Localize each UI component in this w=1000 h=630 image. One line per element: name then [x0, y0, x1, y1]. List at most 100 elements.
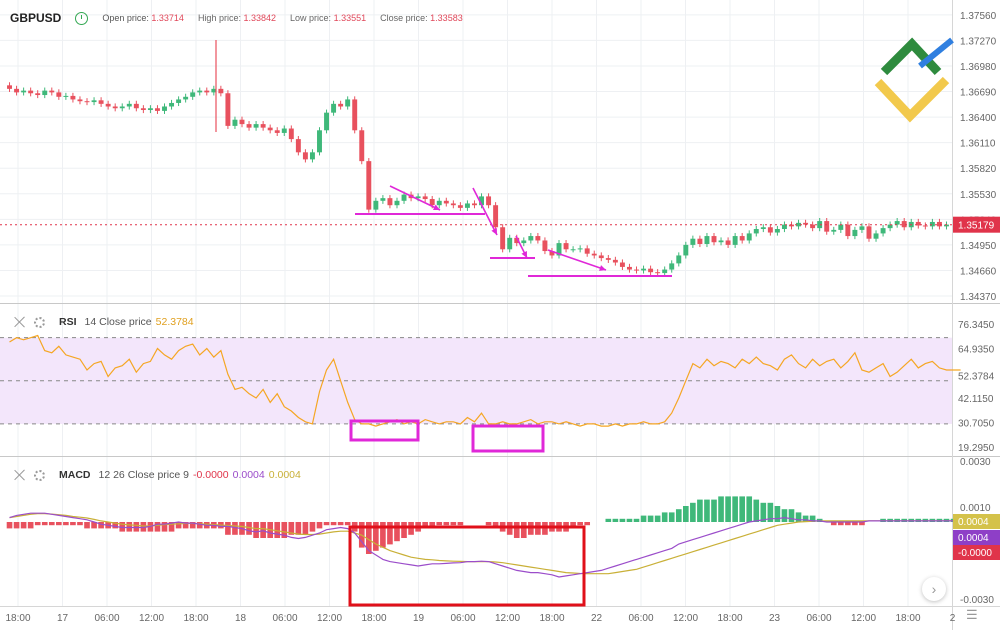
macd-histogram-bar [422, 522, 428, 529]
macd-histogram-bar [668, 512, 675, 522]
candle-body [669, 263, 675, 270]
signal-value-badge [953, 514, 1000, 529]
candle-body [598, 255, 604, 259]
candle-body [56, 92, 62, 97]
price-tick-label: 1.35530 [960, 190, 997, 201]
macd-histogram-bar [373, 522, 379, 551]
rsi-line [9, 334, 961, 427]
rsi-name: RSI [59, 316, 77, 328]
macd-histogram-bar [443, 522, 450, 526]
x-tick-label: 12:00 [317, 613, 342, 624]
candle-body [225, 93, 231, 126]
candle-body [401, 194, 407, 201]
price-tick-label: 1.35820 [960, 164, 997, 175]
candle-body [655, 272, 661, 274]
x-tick-label: 19 [413, 613, 425, 624]
candle-body [105, 103, 111, 107]
macd-histogram-bar [175, 522, 182, 529]
macd-histogram-bar [746, 496, 753, 522]
candle-body [133, 103, 139, 109]
macd-histogram-bar [605, 518, 612, 522]
macd-tick-label: 0.0010 [960, 503, 991, 514]
rsi-highlight-box [349, 419, 420, 442]
candle-body [415, 196, 421, 199]
trend-arrow [389, 185, 441, 211]
candle-body [732, 236, 738, 245]
macd-histogram-bar [34, 522, 41, 526]
last-price-badge [953, 216, 1000, 233]
candle-body [641, 268, 647, 271]
macd-histogram-bar [845, 522, 851, 526]
candle-body [380, 198, 386, 201]
hist-value-badge [953, 545, 1000, 560]
candle-body [42, 90, 48, 96]
macd-histogram-bar [27, 522, 34, 529]
candle-body [845, 224, 851, 237]
macd-name: MACD [59, 469, 91, 481]
candle-body [169, 102, 175, 107]
macd-histogram-bar [13, 522, 20, 529]
logo-stroke [874, 76, 950, 123]
candle-body [781, 224, 787, 230]
candle-body [331, 103, 337, 113]
candle-body [232, 119, 238, 126]
candle-body [218, 88, 224, 94]
candle-body [493, 205, 499, 228]
candle-body [429, 199, 435, 206]
candle-body [683, 244, 689, 256]
clock-icon[interactable] [75, 11, 89, 25]
arrow-head [491, 228, 497, 235]
candle-body [824, 221, 830, 232]
macd-histogram-bar [732, 496, 738, 522]
macd-gear-icon[interactable] [34, 469, 45, 481]
candle-body [549, 251, 555, 256]
scroll-right-icon[interactable]: › [922, 577, 946, 601]
low-label: Low price: [290, 13, 332, 23]
candle-body [634, 269, 639, 271]
symbol-name[interactable]: GBPUSD [10, 11, 62, 25]
candle-body [317, 130, 322, 153]
macd-histogram-bar [380, 522, 386, 548]
macd-histogram-bar [704, 499, 710, 522]
candle-body [753, 229, 759, 234]
macd-close-icon[interactable] [14, 469, 26, 481]
macd-histogram-bar [781, 509, 788, 522]
macd-histogram-bar [246, 522, 252, 535]
candle-body [796, 222, 802, 227]
macd-histogram-bar [450, 522, 457, 526]
candle-body [880, 228, 886, 234]
candle-body [190, 92, 196, 97]
candle-body [542, 240, 548, 252]
candle-body [302, 152, 308, 160]
candle-body [253, 124, 259, 128]
macd-histogram-bar [640, 515, 647, 522]
rsi-close-icon[interactable] [14, 316, 26, 328]
settings-icon[interactable]: ☰ [966, 607, 978, 622]
high-value: 1.33842 [243, 13, 277, 23]
macd-histogram-bar [20, 522, 27, 529]
candle-body [704, 236, 710, 244]
macd-histogram-bar [330, 522, 337, 526]
x-tick-label: 12:00 [673, 613, 698, 624]
rsi-gear-icon[interactable] [34, 316, 45, 328]
candle-body [725, 240, 731, 245]
x-tick-label: 18:00 [895, 613, 920, 624]
candle-body [147, 108, 153, 111]
price-tick-label: 1.34660 [960, 266, 997, 277]
macd-histogram-bar [168, 522, 175, 532]
candle-body [739, 236, 745, 241]
macd-histogram-bar [570, 522, 576, 529]
candle-body [591, 253, 597, 256]
candle-body [831, 229, 837, 232]
logo-stroke [880, 37, 942, 76]
macd-histogram-bar [774, 506, 781, 522]
macd-histogram-bar [70, 522, 76, 526]
candle-body [760, 227, 766, 230]
candle-body [563, 243, 569, 250]
signal-value-label: 0.0004 [958, 517, 989, 528]
candle-body [648, 268, 654, 273]
macd-histogram-bar [767, 502, 774, 522]
x-tick-label: 06:00 [450, 613, 475, 624]
candle-body [676, 255, 682, 264]
